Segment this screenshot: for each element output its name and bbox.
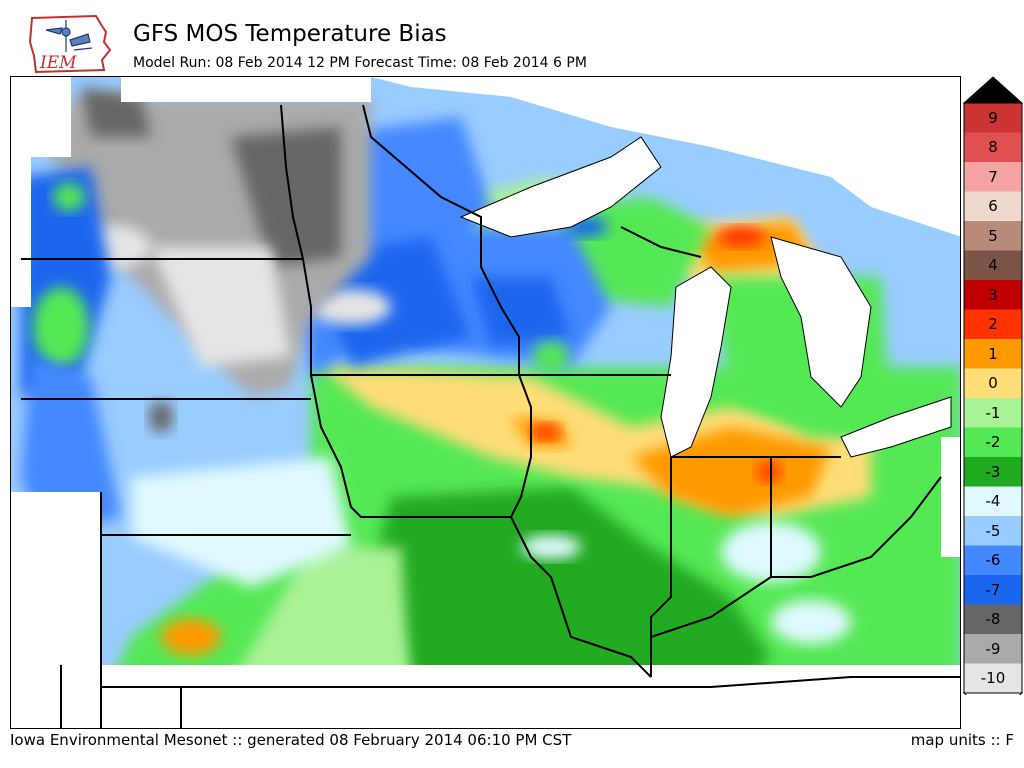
legend-swatch	[964, 250, 1022, 280]
lake-huron	[770, 236, 872, 408]
legend-swatch	[964, 339, 1022, 369]
legend-swatch	[964, 604, 1022, 634]
state-boundaries	[21, 104, 960, 728]
legend-label: -6	[985, 551, 1001, 570]
legend-swatch	[964, 663, 1022, 693]
map-units: map units :: F	[910, 731, 1014, 749]
legend-label: -7	[985, 580, 1001, 599]
legend-swatch	[964, 368, 1022, 398]
legend-frame	[963, 102, 1023, 694]
legend-label: -9	[985, 639, 1001, 658]
legend-colorbar	[962, 76, 1024, 720]
iem-logo: IEM	[26, 12, 114, 76]
legend-label: 8	[988, 138, 998, 157]
legend-swatch	[964, 457, 1022, 487]
bias-contours	[11, 77, 960, 728]
legend-label: 0	[988, 374, 998, 393]
legend-swatch	[964, 191, 1022, 221]
legend-swatch	[964, 103, 1022, 133]
legend-label: 5	[988, 226, 998, 245]
legend-label: -4	[985, 492, 1001, 511]
legend-swatch	[964, 398, 1022, 428]
legend-swatch	[964, 486, 1022, 516]
legend-label: 4	[988, 256, 998, 275]
legend-swatch	[964, 516, 1022, 546]
legend-swatch	[964, 162, 1022, 192]
legend-label: 9	[988, 108, 998, 127]
legend-swatch	[964, 221, 1022, 251]
color-legend: 9 8 7 6 5 4 3 2 1 0 -1 -2 -3 -4 -5 -6 -7 -8 -9 -10	[962, 75, 1024, 720]
legend-swatch	[964, 427, 1022, 457]
footer-credit: Iowa Environmental Mesonet :: generated …	[10, 731, 572, 749]
legend-swatch	[964, 132, 1022, 162]
lake-erie	[840, 396, 952, 458]
legend-swatch	[964, 634, 1022, 664]
legend-swatch	[964, 575, 1022, 605]
legend-label: -8	[985, 610, 1001, 629]
legend-label: 2	[988, 315, 998, 334]
logo-text: IEM	[39, 53, 77, 73]
lake-michigan	[660, 266, 732, 458]
bias-map	[10, 76, 961, 729]
legend-label: 6	[988, 197, 998, 216]
legend-label: 7	[988, 167, 998, 186]
legend-label: -2	[985, 433, 1001, 452]
legend-swatch	[964, 280, 1022, 310]
lake-superior	[459, 136, 662, 238]
legend-label: -5	[985, 521, 1001, 540]
legend-swatch	[964, 545, 1022, 575]
legend-label: -10	[980, 669, 1006, 688]
page-title: GFS MOS Temperature Bias	[133, 21, 447, 47]
page-subtitle: Model Run: 08 Feb 2014 12 PM Forecast Ti…	[133, 55, 587, 71]
legend-label: -3	[985, 462, 1001, 481]
legend-label: 1	[988, 344, 998, 363]
legend-swatch	[964, 309, 1022, 339]
legend-arrow-top	[962, 76, 1024, 104]
legend-label: -1	[985, 403, 1001, 422]
legend-label: 3	[988, 285, 998, 304]
